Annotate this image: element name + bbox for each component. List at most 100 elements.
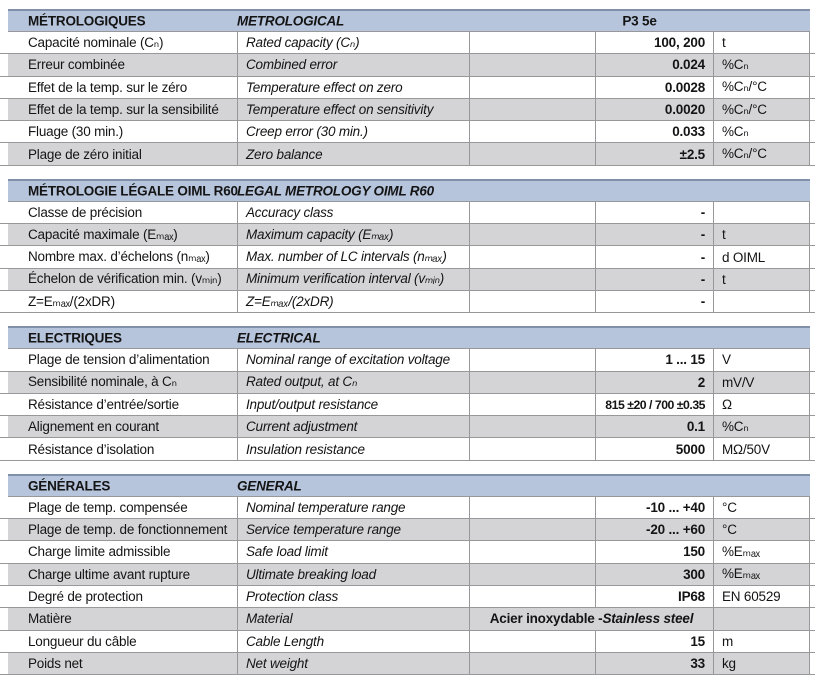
- spec-unit: kg: [713, 652, 810, 675]
- spacer-cell: [469, 32, 595, 54]
- section-title-fr: ELECTRIQUES: [28, 330, 122, 346]
- section-title-en: METROLOGICAL: [237, 13, 345, 29]
- spacer-cell: [469, 98, 595, 121]
- spec-unit: °C: [713, 519, 810, 541]
- spec-label-en: Accuracy class: [237, 201, 469, 224]
- spec-label-en: Temperature effect on zero: [237, 76, 469, 98]
- spec-value: 1 ... 15: [595, 349, 713, 371]
- spec-value: 150: [595, 541, 713, 563]
- spec-label-fr: Plage de temp. compensée: [8, 496, 237, 519]
- table-row: Poids net Net weight 33 kg: [0, 652, 815, 675]
- spacer-cell: [469, 54, 595, 76]
- spec-unit: [713, 290, 810, 313]
- material-value-fr: Acier inoxydable -: [489, 611, 603, 627]
- spec-value: 5000: [595, 438, 713, 460]
- spec-label-fr: Plage de zéro initial: [8, 143, 237, 165]
- spec-value: 300: [595, 563, 713, 585]
- spec-value: -: [595, 224, 713, 246]
- section-header-metrological: MÉTROLOGIQUES METROLOGICAL P3 5e: [0, 9, 815, 32]
- spec-unit: mV/V: [713, 371, 810, 393]
- spec-value: 100, 200: [595, 32, 713, 54]
- spec-label-en: Temperature effect on sensitivity: [237, 98, 469, 121]
- section-title-fr: GÉNÉRALES: [28, 478, 111, 494]
- spec-label-en: Nominal range of excitation voltage: [237, 349, 469, 371]
- section-title-en: ELECTRICAL: [237, 330, 321, 346]
- spacer-cell: [469, 630, 595, 652]
- spec-value: 2: [595, 371, 713, 393]
- spec-value: -: [595, 268, 713, 290]
- spacer-cell: [469, 349, 595, 371]
- spec-value: -10 ... +40: [595, 496, 713, 519]
- spec-value: -: [595, 201, 713, 224]
- spec-unit: %Cₙ: [713, 121, 810, 143]
- table-row: Fluage (30 min.) Creep error (30 min.) 0…: [0, 121, 815, 144]
- section-header-general: GÉNÉRALES GENERAL: [0, 473, 815, 497]
- spec-unit: Ω: [713, 393, 810, 416]
- spec-label-fr: Capacité maximale (Eₘₐₓ): [8, 224, 237, 246]
- spec-label-en: Service temperature range: [237, 519, 469, 541]
- table-row: Plage de temp. compensée Nominal tempera…: [0, 496, 815, 520]
- row-gutter: [0, 9, 8, 32]
- spacer-cell: [469, 519, 595, 541]
- table-row: Plage de temp. de fonctionnement Service…: [0, 519, 815, 542]
- section-title-fr: MÉTROLOGIQUES: [28, 13, 146, 29]
- spec-label-en: Net weight: [237, 652, 469, 675]
- material-value-en: Stainless steel: [602, 611, 694, 627]
- spec-value: -20 ... +60: [595, 519, 713, 541]
- spacer-cell: [469, 290, 595, 313]
- spec-label-fr: Capacité nominale (Cₙ): [8, 32, 237, 54]
- spec-unit: V: [713, 349, 810, 371]
- section-metrological: MÉTROLOGIQUES METROLOGICAL P3 5e Capacit…: [0, 9, 815, 166]
- table-row: Plage de zéro initial Zero balance ±2.5 …: [0, 143, 815, 166]
- spec-unit: %Eₘₐₓ: [713, 541, 810, 563]
- table-row-material: Matière Material Acier inoxydable - Stai…: [0, 608, 815, 631]
- spec-label-fr: Résistance d’entrée/sortie: [8, 393, 237, 416]
- spacer-cell: [469, 393, 595, 416]
- spec-unit: d OIML: [713, 246, 810, 268]
- spec-label-fr: Effet de la temp. sur le zéro: [8, 76, 237, 98]
- table-row: Nombre max. d’échelons (nₘₐₓ) Max. numbe…: [0, 246, 815, 269]
- spacer-cell: [469, 585, 595, 608]
- spacer-cell: [469, 541, 595, 563]
- spec-label-en: Zero balance: [237, 143, 469, 165]
- spacer-cell: [469, 416, 595, 438]
- table-row: Résistance d’entrée/sortie Input/output …: [0, 393, 815, 417]
- spec-value: 0.0028: [595, 76, 713, 98]
- spec-unit: EN 60529: [713, 585, 810, 608]
- spec-label-en: Nominal temperature range: [237, 496, 469, 519]
- table-row: Longueur du câble Cable Length 15 m: [0, 630, 815, 653]
- spacer-cell: [469, 652, 595, 675]
- spec-label-fr: Sensibilité nominale, à Cₙ: [8, 371, 237, 393]
- table-row: Échelon de vérification min. (vₘᵢₙ) Mini…: [0, 268, 815, 291]
- spec-label-en: Rated output, at Cₙ: [237, 371, 469, 393]
- table-row: Effet de la temp. sur le zéro Temperatur…: [0, 76, 815, 99]
- spec-unit: t: [713, 32, 810, 54]
- spacer-cell: [469, 201, 595, 224]
- spacer-cell: [469, 371, 595, 393]
- spacer-cell: [469, 268, 595, 290]
- spec-label-en: Maximum capacity (Eₘₐₓ): [237, 224, 469, 246]
- spec-unit: °C: [713, 496, 810, 519]
- spec-label-fr: Matière: [8, 608, 237, 630]
- spec-label-fr: Erreur combinée: [8, 54, 237, 76]
- spec-label-fr: Longueur du câble: [8, 630, 237, 652]
- spacer-cell: [469, 224, 595, 246]
- table-row: Z=Eₘₐₓ/(2xDR) Z=Eₘₐₓ/(2xDR) -: [0, 290, 815, 314]
- spec-label-en: Z=Eₘₐₓ/(2xDR): [237, 290, 469, 313]
- spec-unit: [713, 201, 810, 224]
- section-title-fr: MÉTROLOGIE LÉGALE OIML R60: [28, 183, 238, 199]
- spacer-cell: [469, 121, 595, 143]
- spec-label-en: Max. number of LC intervals (nₘₐₓ): [237, 246, 469, 268]
- section-title-en: GENERAL: [237, 478, 302, 494]
- material-value: Acier inoxydable - Stainless steel: [469, 608, 713, 630]
- spec-unit: %Cₙ/°C: [713, 98, 810, 121]
- spec-label-en: Current adjustment: [237, 416, 469, 438]
- spec-value: 0.033: [595, 121, 713, 143]
- model-name: P3 5e: [622, 13, 657, 29]
- spacer-cell: [469, 438, 595, 460]
- spec-value: 33: [595, 652, 713, 675]
- spec-label-en: Rated capacity (Cₙ): [237, 32, 469, 54]
- spec-unit: %Cₙ: [713, 416, 810, 438]
- spec-unit: %Cₙ/°C: [713, 76, 810, 98]
